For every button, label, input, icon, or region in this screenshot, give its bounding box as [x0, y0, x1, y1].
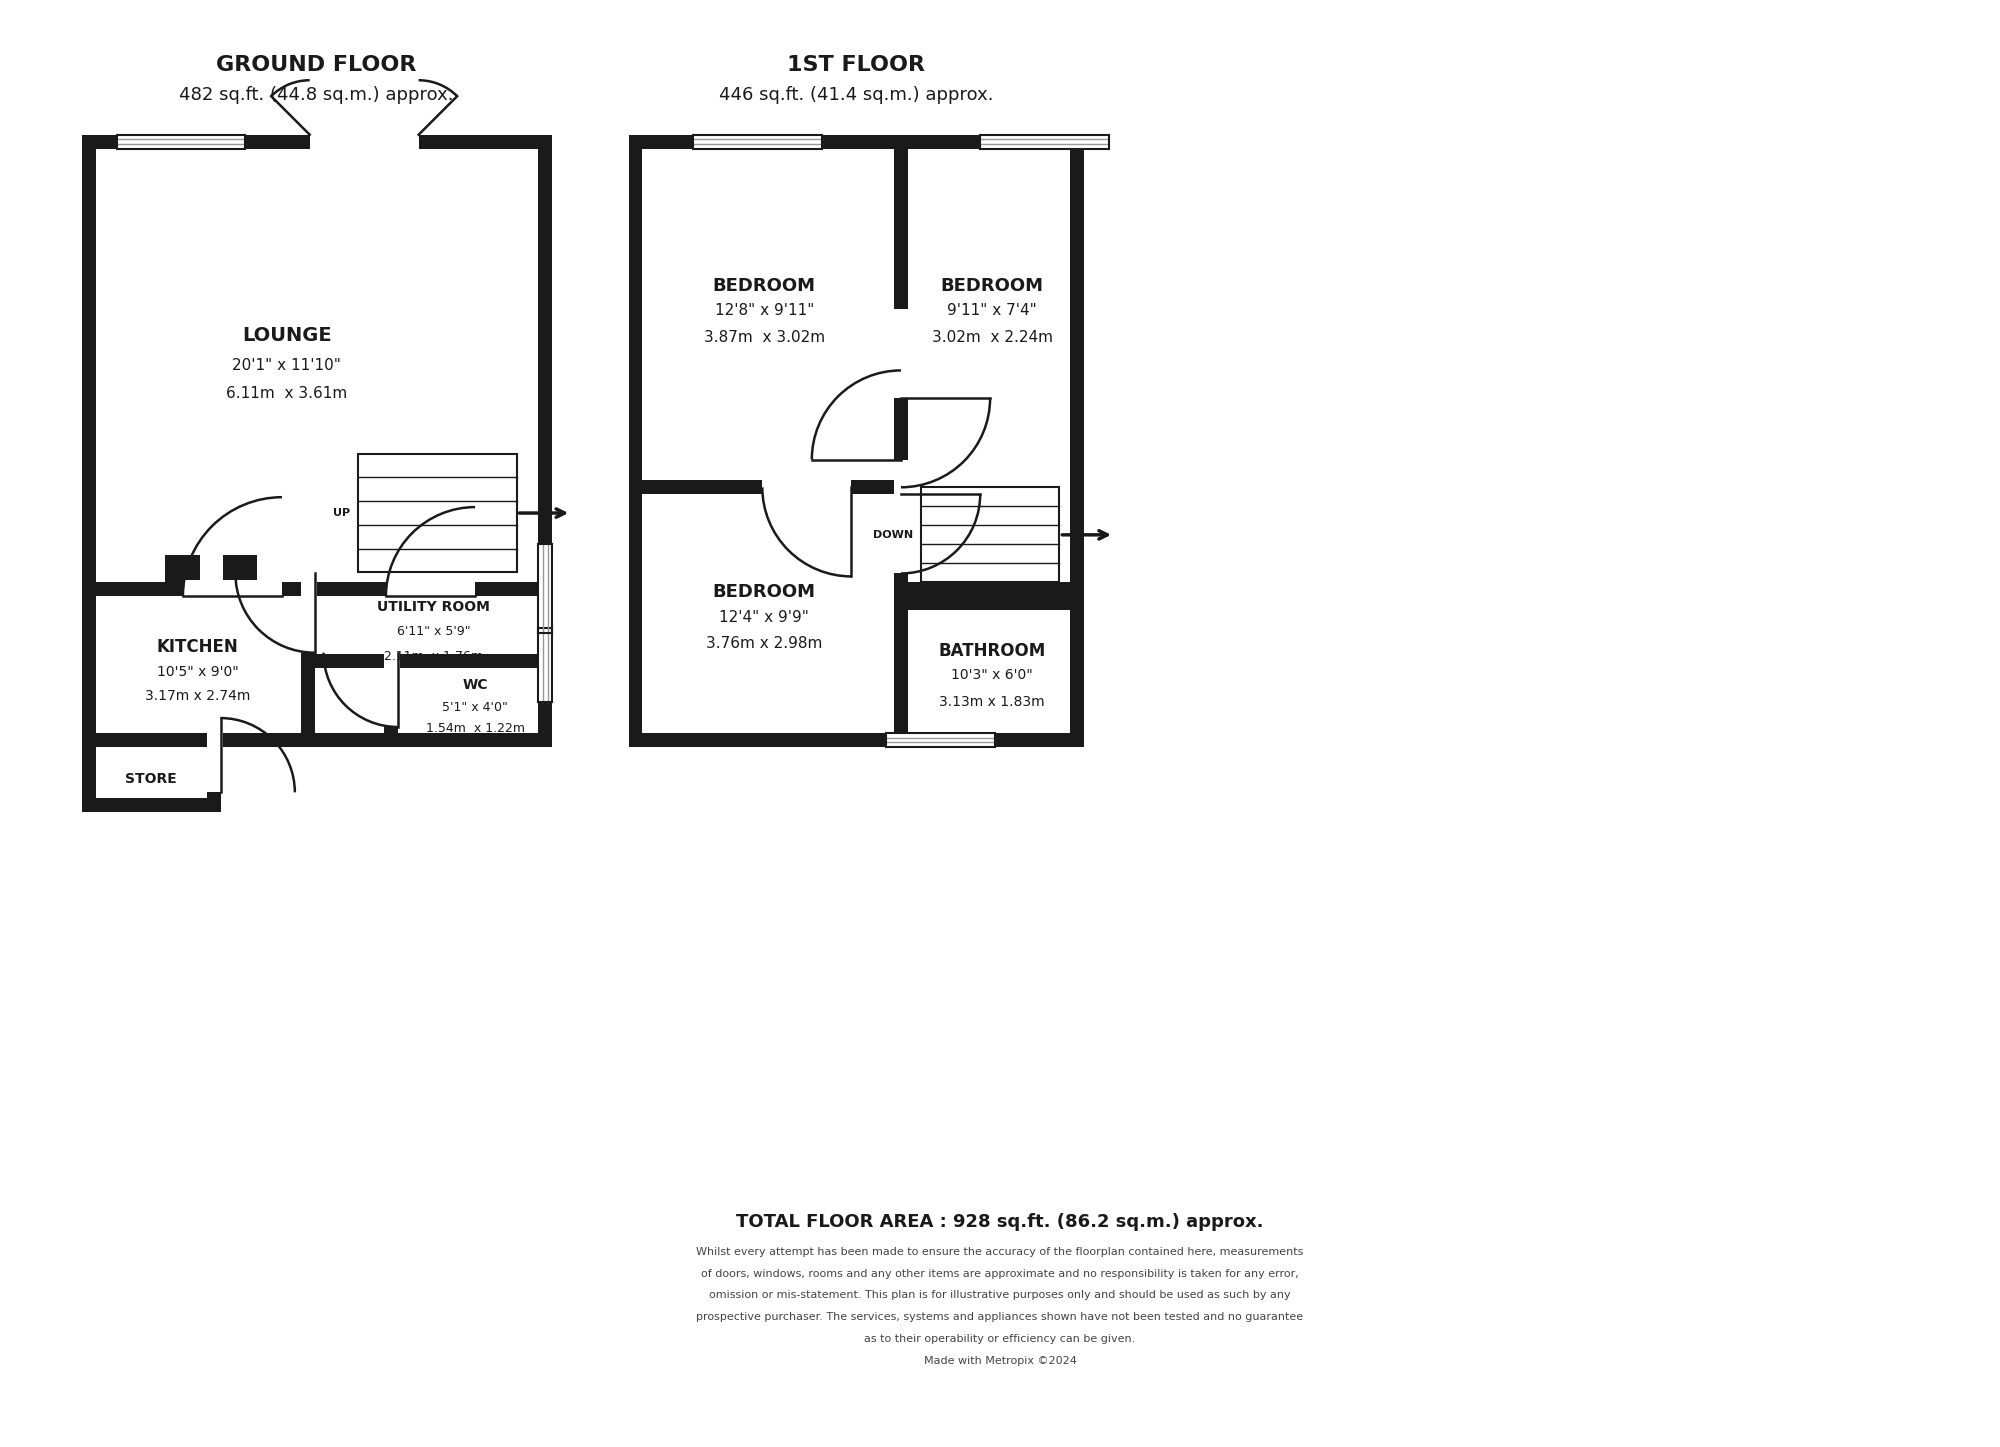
Bar — [908, 149, 1070, 473]
Text: 446 sq.ft. (41.4 sq.m.) approx.: 446 sq.ft. (41.4 sq.m.) approx. — [720, 85, 994, 104]
Bar — [628, 480, 900, 495]
Text: DOWN: DOWN — [872, 530, 912, 540]
Bar — [314, 596, 538, 654]
Text: BEDROOM: BEDROOM — [712, 278, 816, 295]
Bar — [82, 135, 552, 149]
Bar — [96, 747, 206, 799]
Text: STORE: STORE — [964, 593, 1020, 608]
Bar — [116, 135, 246, 149]
Text: LOUNGE: LOUNGE — [242, 326, 332, 346]
Bar — [692, 135, 822, 149]
Text: 12'4" x 9'9": 12'4" x 9'9" — [720, 609, 810, 625]
Bar — [628, 135, 1084, 149]
Text: 6'11" x 5'9": 6'11" x 5'9" — [396, 625, 470, 638]
Text: Made with Metropix ©2024: Made with Metropix ©2024 — [924, 1356, 1076, 1366]
Bar — [920, 488, 1060, 582]
Text: BEDROOM: BEDROOM — [940, 278, 1044, 295]
Text: prospective purchaser. The services, systems and appliances shown have not been : prospective purchaser. The services, sys… — [696, 1312, 1304, 1323]
Bar — [182, 580, 282, 596]
Bar — [538, 135, 552, 596]
Bar — [384, 653, 400, 726]
Bar — [1070, 135, 1084, 747]
Bar — [310, 133, 418, 149]
Text: KITCHEN: KITCHEN — [156, 638, 238, 655]
Bar — [908, 589, 1070, 596]
Bar — [894, 460, 910, 548]
Bar — [166, 554, 200, 582]
Text: WC: WC — [462, 679, 488, 692]
Text: 3.13m x 1.83m: 3.13m x 1.83m — [940, 695, 1044, 709]
Bar — [314, 734, 398, 747]
Bar — [908, 603, 1070, 734]
Bar — [642, 149, 894, 473]
Text: 2.11m  x 1.76m: 2.11m x 1.76m — [384, 650, 482, 663]
Text: GROUND FLOOR: GROUND FLOOR — [216, 55, 416, 75]
Text: 12'8" x 9'11": 12'8" x 9'11" — [714, 304, 814, 318]
Bar — [358, 453, 516, 573]
Bar — [894, 495, 910, 573]
Text: STORE: STORE — [126, 773, 178, 787]
Bar — [384, 667, 398, 747]
Bar — [894, 310, 910, 398]
Text: 5'1" x 4'0": 5'1" x 4'0" — [442, 700, 508, 713]
Bar — [82, 799, 220, 812]
Bar — [82, 734, 314, 747]
Bar — [908, 488, 1070, 582]
Bar — [894, 488, 908, 747]
Text: 20'1" x 11'10": 20'1" x 11'10" — [232, 357, 342, 373]
Text: UTILITY ROOM: UTILITY ROOM — [378, 601, 490, 614]
Text: 3.02m  x 2.24m: 3.02m x 2.24m — [932, 330, 1052, 346]
Bar — [358, 453, 516, 573]
Text: 3.17m x 2.74m: 3.17m x 2.74m — [146, 689, 250, 703]
Bar — [894, 135, 908, 488]
Bar — [82, 747, 96, 812]
Bar — [398, 667, 538, 734]
Bar — [222, 554, 258, 582]
Bar — [300, 596, 314, 667]
Bar — [628, 135, 642, 747]
Text: 1ST FLOOR: 1ST FLOOR — [788, 55, 926, 75]
Text: 3.87m  x 3.02m: 3.87m x 3.02m — [704, 330, 824, 346]
Bar — [538, 544, 552, 632]
Bar — [900, 582, 1070, 596]
Bar — [386, 580, 476, 596]
Bar — [206, 747, 220, 812]
Bar — [886, 734, 996, 747]
Bar — [538, 628, 552, 702]
Text: 3.76m x 2.98m: 3.76m x 2.98m — [706, 637, 822, 651]
Text: 482 sq.ft. (44.8 sq.m.) approx.: 482 sq.ft. (44.8 sq.m.) approx. — [180, 85, 454, 104]
Text: as to their operability or efficiency can be given.: as to their operability or efficiency ca… — [864, 1334, 1136, 1344]
Bar — [628, 734, 1084, 747]
Text: 1.54m  x 1.22m: 1.54m x 1.22m — [426, 722, 524, 735]
Bar — [980, 135, 1108, 149]
Text: BATHROOM: BATHROOM — [938, 641, 1046, 660]
Bar — [82, 596, 96, 747]
Text: 10'5" x 9'0": 10'5" x 9'0" — [156, 664, 238, 679]
Text: TOTAL FLOOR AREA : 928 sq.ft. (86.2 sq.m.) approx.: TOTAL FLOOR AREA : 928 sq.ft. (86.2 sq.m… — [736, 1213, 1264, 1231]
Text: 10'3" x 6'0": 10'3" x 6'0" — [952, 669, 1032, 683]
Bar — [642, 488, 894, 734]
Bar — [538, 596, 552, 747]
Text: UP: UP — [334, 508, 350, 518]
Bar — [900, 596, 1084, 611]
Bar — [206, 718, 222, 793]
Bar — [96, 149, 538, 582]
Text: Whilst every attempt has been made to ensure the accuracy of the floorplan conta: Whilst every attempt has been made to en… — [696, 1247, 1304, 1257]
Text: 6.11m  x 3.61m: 6.11m x 3.61m — [226, 386, 348, 401]
Bar — [762, 479, 852, 495]
Text: of doors, windows, rooms and any other items are approximate and no responsibili: of doors, windows, rooms and any other i… — [702, 1269, 1298, 1279]
Bar — [82, 582, 552, 596]
Bar — [314, 654, 552, 667]
Bar — [300, 573, 316, 653]
Bar — [96, 596, 300, 734]
Bar — [398, 734, 552, 747]
Text: omission or mis-statement. This plan is for illustrative purposes only and shoul: omission or mis-statement. This plan is … — [710, 1291, 1290, 1301]
Text: 9'11" x 7'4": 9'11" x 7'4" — [948, 304, 1036, 318]
Bar — [82, 135, 96, 596]
Text: BEDROOM: BEDROOM — [712, 583, 816, 602]
Bar — [300, 596, 314, 747]
Bar — [920, 488, 1060, 582]
